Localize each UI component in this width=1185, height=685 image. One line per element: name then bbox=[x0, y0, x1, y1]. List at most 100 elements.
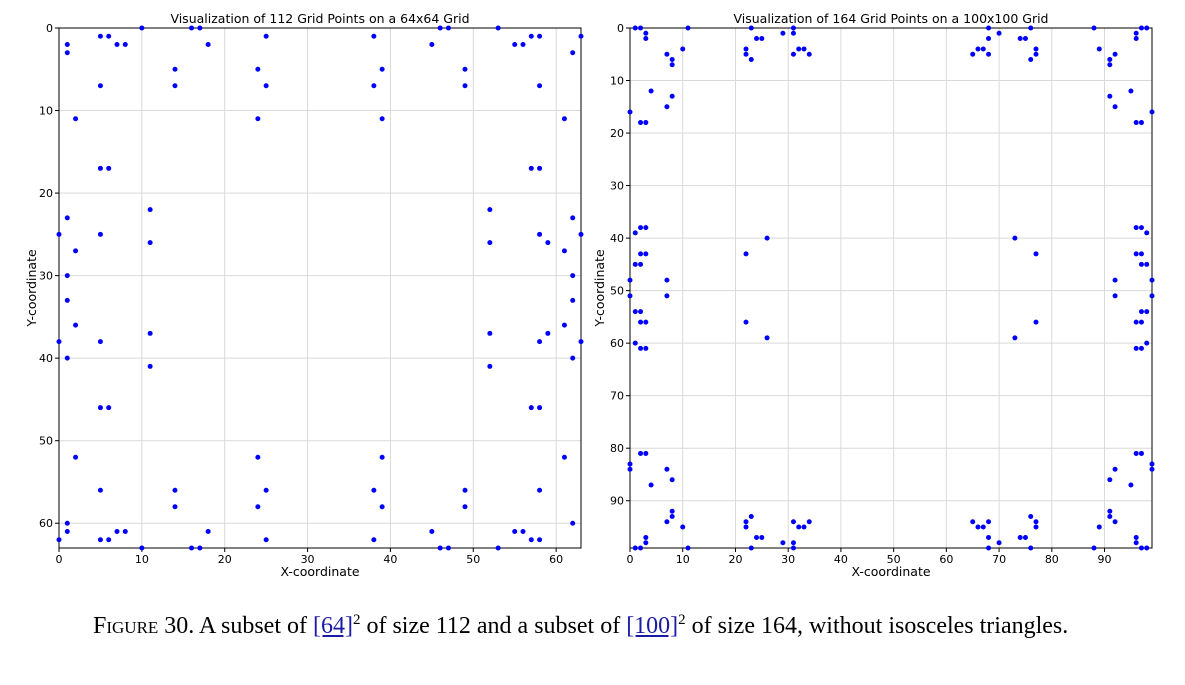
data-point bbox=[643, 534, 649, 540]
data-point bbox=[1096, 46, 1102, 52]
data-point bbox=[638, 120, 644, 126]
data-point bbox=[1012, 235, 1018, 241]
data-point bbox=[632, 261, 638, 267]
data-point bbox=[437, 25, 443, 31]
data-point bbox=[1028, 25, 1034, 31]
data-point bbox=[1149, 461, 1155, 467]
data-point bbox=[97, 83, 103, 89]
data-point bbox=[664, 466, 670, 472]
data-point bbox=[748, 513, 754, 519]
data-point bbox=[986, 51, 992, 57]
data-point bbox=[1028, 545, 1034, 551]
data-point bbox=[106, 33, 112, 39]
y-tick-label: 70 bbox=[610, 390, 624, 403]
y-tick-label: 90 bbox=[610, 495, 624, 508]
data-point bbox=[1107, 57, 1113, 63]
data-point bbox=[561, 116, 567, 122]
data-point bbox=[537, 165, 543, 171]
data-points bbox=[56, 25, 584, 551]
data-point bbox=[487, 207, 493, 213]
data-point bbox=[1138, 251, 1144, 257]
data-point bbox=[561, 248, 567, 254]
data-point bbox=[97, 537, 103, 543]
data-point bbox=[64, 520, 70, 526]
y-axis-label: Y-coordinate bbox=[592, 249, 607, 328]
data-point bbox=[627, 293, 633, 299]
data-point bbox=[561, 322, 567, 328]
data-point bbox=[512, 42, 518, 48]
data-point bbox=[1022, 36, 1028, 42]
data-point bbox=[429, 42, 435, 48]
data-point bbox=[638, 345, 644, 351]
data-point bbox=[537, 33, 543, 39]
data-point bbox=[1149, 277, 1155, 283]
data-point bbox=[780, 30, 786, 36]
chart-right: 0 10 20 30 40 50 60 70 80 90 0 10 20 30 40 50 60 70 80 90 Vi… bbox=[590, 0, 1185, 585]
data-point bbox=[643, 225, 649, 231]
data-point bbox=[1138, 345, 1144, 351]
data-point bbox=[1107, 62, 1113, 68]
data-point bbox=[1107, 93, 1113, 99]
caption-text-a: A subset of bbox=[198, 613, 313, 639]
data-point bbox=[664, 104, 670, 110]
data-point bbox=[790, 545, 796, 551]
data-point bbox=[97, 231, 103, 237]
data-point bbox=[462, 66, 468, 72]
data-point bbox=[806, 519, 812, 525]
caption-sup-a: 2 bbox=[352, 612, 361, 628]
data-point bbox=[669, 477, 675, 483]
data-point bbox=[570, 355, 576, 361]
data-point bbox=[495, 25, 501, 31]
data-point bbox=[743, 524, 749, 530]
caption-ref-100[interactable]: [100] bbox=[626, 613, 679, 639]
data-point bbox=[56, 537, 62, 543]
data-point bbox=[986, 534, 992, 540]
data-point bbox=[263, 537, 269, 543]
chart-title: Visualization of 164 Grid Points on a 10… bbox=[733, 11, 1048, 26]
data-point bbox=[172, 504, 178, 510]
grid-lines bbox=[59, 28, 581, 548]
data-point bbox=[790, 25, 796, 31]
data-point bbox=[632, 230, 638, 236]
data-point bbox=[996, 540, 1002, 546]
data-point bbox=[1144, 230, 1150, 236]
data-point bbox=[462, 487, 468, 493]
data-point bbox=[638, 251, 644, 257]
data-point bbox=[1017, 36, 1023, 42]
data-point bbox=[643, 319, 649, 325]
data-point bbox=[578, 231, 584, 237]
y-tick-label: 40 bbox=[39, 352, 53, 365]
data-point bbox=[512, 528, 518, 534]
data-point bbox=[255, 66, 261, 72]
data-point bbox=[64, 355, 70, 361]
y-tick-label: 30 bbox=[39, 270, 53, 283]
data-point bbox=[975, 524, 981, 530]
data-point bbox=[561, 454, 567, 460]
data-point bbox=[986, 36, 992, 42]
data-point bbox=[1144, 545, 1150, 551]
data-point bbox=[648, 88, 654, 94]
y-tick-label: 80 bbox=[610, 442, 624, 455]
data-point bbox=[759, 36, 765, 42]
caption-ref-64[interactable]: [64] bbox=[312, 613, 353, 639]
data-point bbox=[97, 405, 103, 411]
data-point bbox=[1112, 519, 1118, 525]
data-point bbox=[537, 405, 543, 411]
y-tick-label: 50 bbox=[39, 435, 53, 448]
data-point bbox=[1133, 251, 1139, 257]
x-tick-label: 30 bbox=[301, 553, 315, 566]
data-point bbox=[73, 248, 79, 254]
data-point bbox=[643, 540, 649, 546]
data-point bbox=[570, 215, 576, 221]
data-point bbox=[64, 297, 70, 303]
figure-label: Figure 30. bbox=[93, 613, 195, 639]
data-point bbox=[1112, 293, 1118, 299]
data-point bbox=[570, 273, 576, 279]
data-point bbox=[643, 450, 649, 456]
data-point bbox=[379, 454, 385, 460]
data-point bbox=[743, 51, 749, 57]
data-point bbox=[1112, 466, 1118, 472]
data-point bbox=[379, 116, 385, 122]
y-tick-label: 10 bbox=[39, 105, 53, 118]
data-point bbox=[638, 309, 644, 315]
